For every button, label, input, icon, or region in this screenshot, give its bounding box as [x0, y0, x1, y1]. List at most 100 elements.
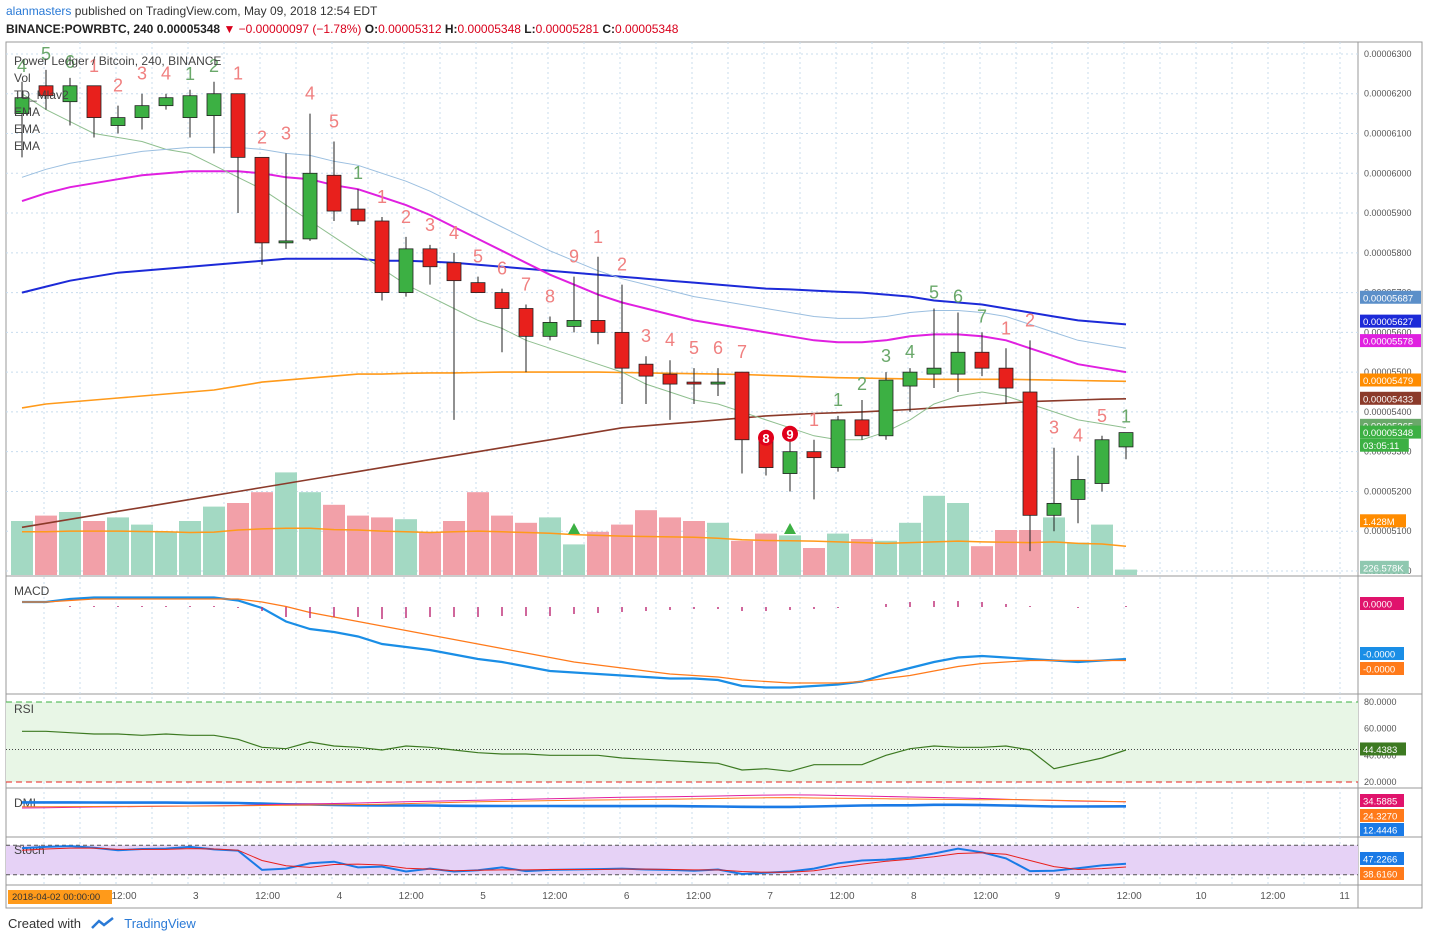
- time-tick-label: 5: [480, 891, 486, 902]
- price-tick-label: 0.00006000: [1364, 168, 1412, 178]
- candle-body: [926, 367, 942, 375]
- tradingview-link[interactable]: TradingView: [124, 916, 196, 931]
- low-value: 0.00005281: [535, 22, 600, 36]
- price-tag-label: 1.428M: [1363, 517, 1395, 528]
- time-tick-label: 12:00: [686, 891, 711, 902]
- volume-bar: [659, 517, 681, 575]
- volume-bar: [1091, 524, 1113, 575]
- td-setup-label: 8: [762, 431, 769, 446]
- volume-bar: [107, 517, 129, 575]
- close-value: 0.00005348: [615, 22, 679, 36]
- dmi-value-label: 24.3270: [1363, 812, 1397, 823]
- price-tick-label: 0.00005800: [1364, 248, 1412, 258]
- td-count-label: 3: [1049, 418, 1059, 438]
- volume-bar: [1115, 569, 1137, 575]
- td-count-label: 1: [89, 56, 99, 76]
- author-link[interactable]: alanmasters: [6, 4, 72, 18]
- volume-bar: [971, 546, 993, 575]
- legend-entry: Power Ledger / Bitcoin, 240, BINANCE: [14, 54, 221, 68]
- time-tick-label: 11: [1339, 891, 1350, 902]
- td-count-label: 2: [617, 255, 627, 275]
- td-count-label: 4: [305, 84, 315, 104]
- time-tick-label: 8: [911, 891, 917, 902]
- candle-body: [878, 379, 894, 437]
- candle-body: [470, 282, 486, 293]
- td-count-label: 2: [401, 207, 411, 227]
- time-tick-label: 12:00: [255, 891, 280, 902]
- td-count-label: 7: [737, 342, 747, 362]
- volume-bar: [515, 522, 537, 575]
- stoch-d-line: [21, 847, 1127, 873]
- candle-body: [350, 208, 366, 222]
- volume-bar: [707, 522, 729, 575]
- candle-body: [1118, 432, 1134, 448]
- volume-bar: [443, 521, 465, 575]
- rsi-value-label: 44.4383: [1363, 745, 1397, 756]
- volume-bar: [923, 495, 945, 575]
- volume-bar: [131, 524, 153, 575]
- volume-bar: [779, 535, 801, 575]
- volume-bar: [851, 539, 873, 575]
- candle-body: [830, 419, 846, 468]
- high-value: 0.00005348: [457, 22, 521, 36]
- td-buy-arrow: [568, 523, 580, 534]
- volume-bar: [59, 512, 81, 575]
- legend-entry: TD_Mlav2: [14, 88, 69, 102]
- td-count-label: 8: [545, 286, 555, 306]
- td-count-label: 5: [473, 247, 483, 267]
- volume-bar: [179, 521, 201, 575]
- price-tag: [1360, 514, 1406, 528]
- td-count-label: 1: [185, 64, 195, 84]
- last-price: 0.00005348: [156, 22, 221, 36]
- td-count-label: 6: [713, 338, 723, 358]
- candle-body: [734, 371, 750, 441]
- candle-body: [38, 85, 54, 97]
- price-tag-label: 0.00005479: [1363, 376, 1413, 387]
- time-tick-label: 9: [1055, 891, 1061, 902]
- volume-bar: [1067, 542, 1089, 575]
- price-tag-label: 0.00005627: [1363, 317, 1413, 328]
- ema-100-line: [21, 371, 1127, 409]
- close-label: C:: [602, 22, 616, 36]
- td-count-label: 4: [17, 56, 27, 76]
- td-count-label: 2: [857, 374, 867, 394]
- td-count-label: 2: [113, 76, 123, 96]
- td-count-label: 7: [977, 306, 987, 326]
- td-count-label: 3: [425, 215, 435, 235]
- legend-entry: EMA: [14, 122, 40, 136]
- rsi-tick-label: 60.0000: [1364, 724, 1397, 734]
- volume-bar: [827, 533, 849, 575]
- td-count-label: 5: [1097, 406, 1107, 426]
- volume-bar: [203, 506, 225, 575]
- volume-bar: [323, 504, 345, 575]
- macd-signal-line: [22, 598, 1126, 684]
- footer: Created with TradingView: [8, 916, 196, 932]
- candle-body: [974, 351, 990, 369]
- td-count-label: 4: [1073, 426, 1083, 446]
- high-label: H:: [444, 22, 458, 36]
- legend-entry: EMA: [14, 105, 40, 119]
- dmi-value-tag: [1360, 823, 1404, 836]
- price-tick-label: 0.00005900: [1364, 208, 1412, 218]
- volume-bar: [467, 492, 489, 575]
- dmi-value-label: 12.4446: [1363, 826, 1397, 837]
- td-count-label: 4: [161, 64, 171, 84]
- td-count-label: 3: [281, 123, 291, 143]
- candle-body: [590, 320, 606, 333]
- td-count-label: 2: [257, 127, 267, 147]
- volume-bar: [227, 503, 249, 575]
- candle-body: [806, 451, 822, 459]
- time-tick-label: 12:00: [1117, 891, 1142, 902]
- candle-body: [1022, 391, 1038, 516]
- td-count-label: 4: [665, 330, 675, 350]
- created-with-text: Created with: [8, 916, 81, 931]
- symbol-name: BINANCE:POWRBTC, 240: [6, 22, 154, 36]
- ema-200-line: [21, 398, 1127, 529]
- time-tick-label: 12:00: [399, 891, 424, 902]
- price-tick-label: 0.00005600: [1364, 327, 1412, 337]
- candle-body: [710, 381, 726, 385]
- open-label: O:: [364, 22, 379, 36]
- volume-bar: [539, 517, 561, 575]
- volume-bar: [899, 522, 921, 575]
